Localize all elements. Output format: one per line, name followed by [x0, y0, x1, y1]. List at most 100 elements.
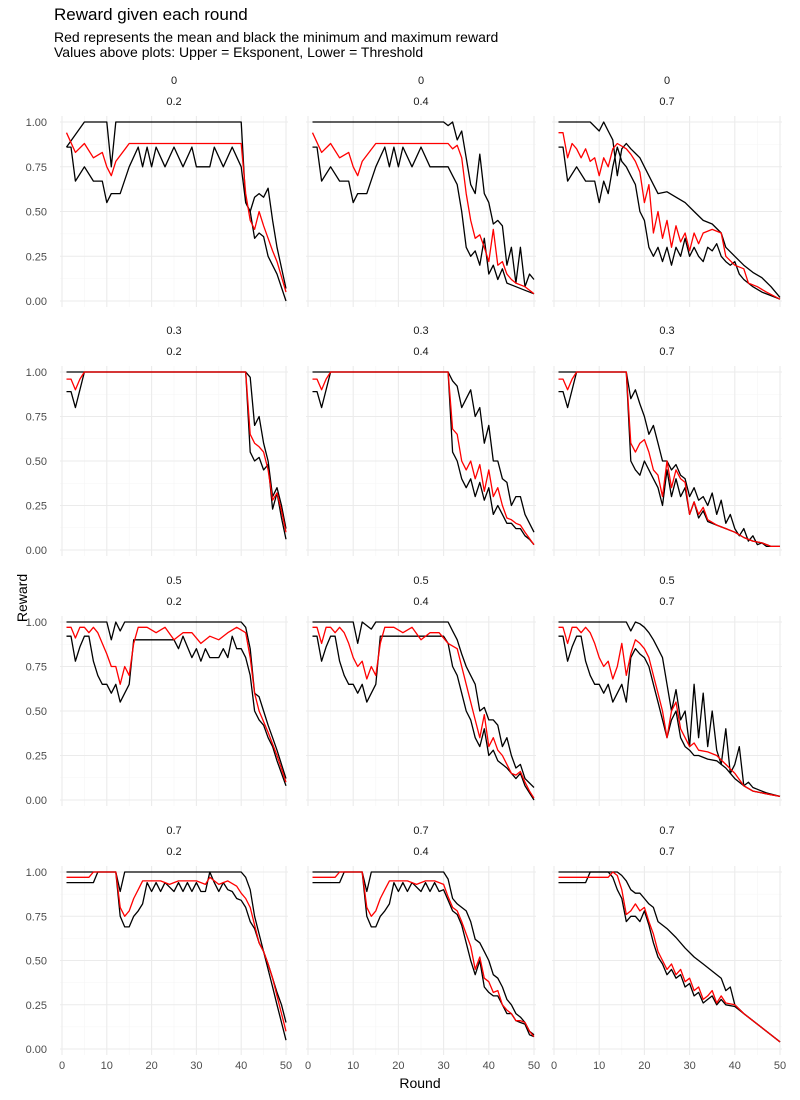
x-tick-label: 20	[638, 1060, 650, 1072]
max-reward-line	[558, 371, 771, 548]
min-reward-line	[66, 371, 287, 540]
mean-reward-line	[311, 132, 535, 295]
min-reward-line	[558, 871, 781, 1043]
max-reward-line	[558, 121, 781, 298]
x-tick-label: 0	[551, 1060, 557, 1072]
facet-strip-eksponent: 0.3	[166, 325, 181, 337]
facet-strip-threshold: 0.2	[166, 596, 181, 608]
min-reward-line	[312, 146, 535, 295]
y-tick-label: 0.00	[26, 795, 47, 807]
mean-reward-line	[312, 626, 535, 799]
y-tick-label: 1.00	[26, 367, 47, 379]
mean-reward-line	[558, 871, 781, 1043]
min-reward-line	[66, 871, 287, 1041]
min-reward-line	[312, 371, 535, 546]
min-reward-line	[558, 635, 781, 798]
mean-reward-line	[558, 626, 781, 798]
x-tick-label: 20	[145, 1060, 157, 1072]
max-reward-line	[558, 871, 781, 1043]
max-reward-line	[66, 871, 287, 1023]
facet-strip-eksponent: 0	[664, 75, 670, 87]
y-tick-label: 1.00	[26, 867, 47, 879]
facet-strip-threshold: 0.2	[166, 846, 181, 858]
x-tick-label: 50	[528, 1060, 540, 1072]
x-axis-title: Round	[399, 1075, 441, 1091]
mean-reward-line	[66, 626, 287, 783]
facet-strip-eksponent: 0	[171, 75, 177, 87]
x-tick-label: 40	[483, 1060, 495, 1072]
facet-strip-eksponent: 0.3	[413, 325, 428, 337]
max-reward-line	[558, 621, 781, 798]
y-tick-label: 0.00	[26, 296, 47, 308]
y-tick-label: 0.00	[26, 1044, 47, 1056]
facet-strip-eksponent: 0.7	[659, 825, 674, 837]
mean-reward-line	[312, 371, 535, 546]
y-tick-label: 0.50	[26, 207, 47, 219]
y-tick-label: 0.25	[26, 501, 47, 513]
x-tick-label: 50	[774, 1060, 786, 1072]
x-tick-label: 10	[347, 1060, 359, 1072]
chart-subtitle-line-1: Red represents the mean and black the mi…	[54, 29, 499, 45]
y-tick-label: 0.75	[26, 412, 47, 424]
y-tick-label: 0.75	[26, 162, 47, 174]
facet-strip-threshold: 0.7	[659, 346, 674, 358]
facet-strip-eksponent: 0.5	[413, 575, 428, 587]
x-tick-label: 40	[235, 1060, 247, 1072]
mean-reward-line	[66, 371, 287, 533]
facet-strip-eksponent: 0.7	[166, 825, 181, 837]
facet-strip-threshold: 0.2	[166, 346, 181, 358]
max-reward-line	[312, 621, 535, 788]
max-reward-line	[65, 121, 287, 289]
y-tick-label: 0.50	[26, 456, 47, 468]
min-reward-line	[312, 871, 535, 1038]
mean-reward-line	[66, 871, 287, 1032]
x-tick-label: 0	[305, 1060, 311, 1072]
max-reward-line	[66, 371, 287, 529]
chart-subtitle-line-2: Values above plots: Upper = Eksponent, L…	[54, 44, 424, 60]
facet-strip-eksponent: 0	[418, 75, 424, 87]
x-tick-label: 0	[59, 1060, 65, 1072]
max-reward-line	[312, 121, 535, 288]
mean-reward-line	[312, 871, 535, 1038]
x-tick-label: 40	[729, 1060, 741, 1072]
y-tick-label: 1.00	[26, 617, 47, 629]
x-tick-label: 10	[101, 1060, 113, 1072]
facet-strip-threshold: 0.7	[659, 96, 674, 108]
y-tick-label: 0.75	[26, 662, 47, 674]
max-reward-line	[312, 371, 535, 533]
facet-strip-eksponent: 0.5	[166, 575, 181, 587]
facet-strip-eksponent: 0.7	[413, 825, 428, 837]
mean-reward-line	[558, 132, 781, 300]
x-tick-label: 10	[593, 1060, 605, 1072]
facet-strip-threshold: 0.4	[413, 596, 428, 608]
min-reward-line	[558, 371, 780, 548]
y-axis-title: Reward	[14, 573, 30, 623]
facet-strip-eksponent: 0.5	[659, 575, 674, 587]
y-tick-label: 0.25	[26, 751, 47, 763]
chart-title: Reward given each round	[54, 5, 248, 24]
y-tick-label: 0.50	[26, 956, 47, 968]
min-reward-line	[66, 146, 287, 302]
x-tick-label: 30	[683, 1060, 695, 1072]
y-tick-label: 1.00	[26, 117, 47, 129]
x-tick-label: 30	[437, 1060, 449, 1072]
y-tick-label: 0.25	[26, 1000, 47, 1012]
y-tick-label: 0.00	[26, 545, 47, 557]
facet-strip-threshold: 0.4	[413, 846, 428, 858]
facet-strip-threshold: 0.7	[659, 596, 674, 608]
mean-reward-line	[65, 132, 287, 293]
facet-strip-threshold: 0.4	[413, 96, 428, 108]
max-reward-line	[312, 871, 535, 1036]
y-tick-label: 0.50	[26, 706, 47, 718]
facet-strip-eksponent: 0.3	[659, 325, 674, 337]
facet-strip-threshold: 0.7	[659, 846, 674, 858]
facet-strip-threshold: 0.4	[413, 346, 428, 358]
x-tick-label: 30	[190, 1060, 202, 1072]
mean-reward-line	[558, 371, 780, 548]
min-reward-line	[312, 635, 535, 801]
facet-strip-threshold: 0.2	[166, 96, 181, 108]
y-tick-label: 0.75	[26, 911, 47, 923]
min-reward-line	[66, 635, 287, 787]
x-tick-label: 20	[392, 1060, 404, 1072]
